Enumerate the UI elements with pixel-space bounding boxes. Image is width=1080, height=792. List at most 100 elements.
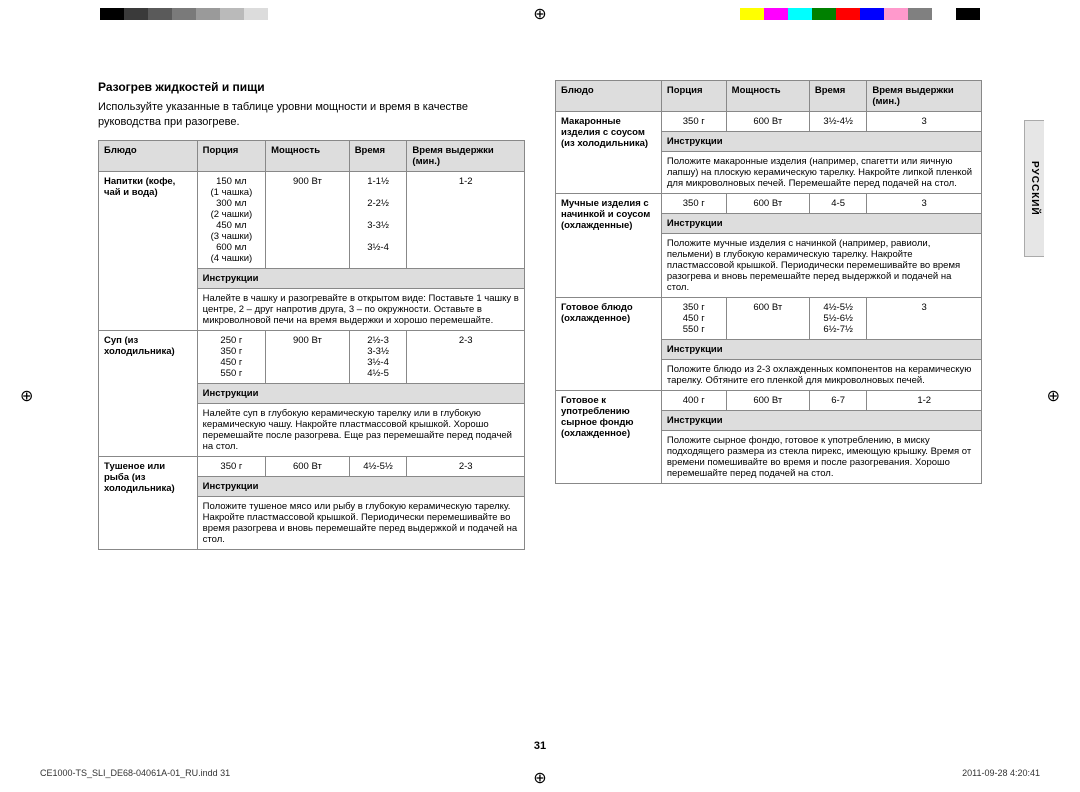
table-row: Суп (из холодильника)250 г 350 г 450 г 5… [99,330,525,383]
color-swatch [932,8,956,20]
color-swatch [764,8,788,20]
th-time: Время [349,140,407,171]
table-cell: 3 [867,298,982,340]
table-cell: 2½-3 3-3½ 3½-4 4½-5 [349,330,407,383]
instruction-text: Положите мучные изделия с начинкой (напр… [661,234,981,298]
instruction-head: Инструкции [661,132,981,152]
color-swatch [220,8,244,20]
table-cell: 3½-4½ [809,112,866,132]
reheating-table-right: Блюдо Порция Мощность Время Время выдерж… [555,80,982,484]
registration-mark-left: ⊕ [20,386,33,406]
footer-timestamp: 2011-09-28 4:20:41 [962,768,1040,778]
instruction-text: Положите блюдо из 2-3 охлажденных компон… [661,360,981,391]
section-heading: Разогрев жидкостей и пищи [98,80,525,94]
reheating-table-left: Блюдо Порция Мощность Время Время выдерж… [98,140,525,550]
th-stand: Время выдержки (мин.) [867,81,982,112]
color-swatch [956,8,980,20]
instruction-head: Инструкции [661,214,981,234]
table-cell: 350 г [661,112,726,132]
color-bar-left [100,8,292,20]
table-cell: 1-1½ 2-2½ 3-3½ 3½-4 [349,171,407,268]
th-power: Мощность [266,140,350,171]
color-swatch [908,8,932,20]
table-cell: 900 Вт [266,330,350,383]
table-cell: 4-5 [809,194,866,214]
color-swatch [812,8,836,20]
table-cell: 3 [867,194,982,214]
color-swatch [268,8,292,20]
table-cell: Макаронные изделия с соусом (из холодиль… [556,112,662,194]
color-swatch [740,8,764,20]
instruction-head: Инструкции [197,268,524,288]
table-cell: 350 г 450 г 550 г [661,298,726,340]
th-stand: Время выдержки (мин.) [407,140,525,171]
table-row: Мучные изделия с начинкой и соусом (охла… [556,194,982,214]
color-swatch [860,8,884,20]
registration-mark-bottom: ⊕ [533,768,546,788]
th-time: Время [809,81,866,112]
instruction-text: Положите макаронные изделия (например, с… [661,152,981,194]
table-cell: 350 г [197,456,265,476]
table-cell: Суп (из холодильника) [99,330,198,456]
color-swatch [172,8,196,20]
color-bar-right [740,8,980,20]
registration-mark-right: ⊕ [1047,386,1060,406]
instruction-text: Положите сырное фондю, готовое к употреб… [661,431,981,484]
color-swatch [196,8,220,20]
table-cell: 150 мл (1 чашка) 300 мл (2 чашки) 450 мл… [197,171,265,268]
table-cell: Готовое к употреблению сырное фондю (охл… [556,391,662,484]
table-cell: 250 г 350 г 450 г 550 г [197,330,265,383]
table-cell: Напитки (кофе, чай и вода) [99,171,198,330]
table-cell: 2-3 [407,456,525,476]
color-swatch [124,8,148,20]
table-cell: 600 Вт [726,112,809,132]
table-cell: 2-3 [407,330,525,383]
language-tab: РУССКИЙ [1024,120,1044,257]
table-cell: 600 Вт [726,298,809,340]
table-row: Напитки (кофе, чай и вода)150 мл (1 чашк… [99,171,525,268]
table-cell: Мучные изделия с начинкой и соусом (охла… [556,194,662,298]
color-swatch [148,8,172,20]
footer-file-path: CE1000-TS_SLI_DE68-04061A-01_RU.indd 31 [40,768,230,778]
th-portion: Порция [197,140,265,171]
instruction-text: Налейте суп в глубокую керамическую таре… [197,403,524,456]
table-cell: Готовое блюдо (охлажденное) [556,298,662,391]
th-power: Мощность [726,81,809,112]
table-row: Готовое блюдо (охлажденное)350 г 450 г 5… [556,298,982,340]
intro-text: Используйте указанные в таблице уровни м… [98,100,525,130]
color-swatch [100,8,124,20]
table-cell: 350 г [661,194,726,214]
table-row: Тушеное или рыба (из холодильника)350 г6… [99,456,525,476]
right-column: Блюдо Порция Мощность Время Время выдерж… [555,80,982,732]
left-column: Разогрев жидкостей и пищи Используйте ук… [98,80,525,732]
instruction-text: Положите тушеное мясо или рыбу в глубоку… [197,496,524,549]
table-cell: 3 [867,112,982,132]
instruction-head: Инструкции [661,411,981,431]
table-cell: 600 Вт [726,391,809,411]
table-cell: 900 Вт [266,171,350,268]
table-row: Макаронные изделия с соусом (из холодиль… [556,112,982,132]
table-cell: 1-2 [867,391,982,411]
table-row: Готовое к употреблению сырное фондю (охл… [556,391,982,411]
th-dish: Блюдо [99,140,198,171]
table-cell: 600 Вт [726,194,809,214]
page-body: Разогрев жидкостей и пищи Используйте ук… [98,80,982,732]
instruction-head: Инструкции [197,383,524,403]
instruction-head: Инструкции [197,476,524,496]
table-cell: Тушеное или рыба (из холодильника) [99,456,198,549]
table-cell: 6-7 [809,391,866,411]
color-swatch [788,8,812,20]
table-cell: 4½-5½ [349,456,407,476]
table-cell: 4½-5½ 5½-6½ 6½-7½ [809,298,866,340]
color-swatch [884,8,908,20]
instruction-text: Налейте в чашку и разогревайте в открыто… [197,288,524,330]
table-cell: 600 Вт [266,456,350,476]
table-cell: 400 г [661,391,726,411]
instruction-head: Инструкции [661,340,981,360]
th-portion: Порция [661,81,726,112]
color-swatch [836,8,860,20]
registration-mark-top: ⊕ [533,4,546,24]
th-dish: Блюдо [556,81,662,112]
page-number: 31 [534,740,546,752]
table-cell: 1-2 [407,171,525,268]
